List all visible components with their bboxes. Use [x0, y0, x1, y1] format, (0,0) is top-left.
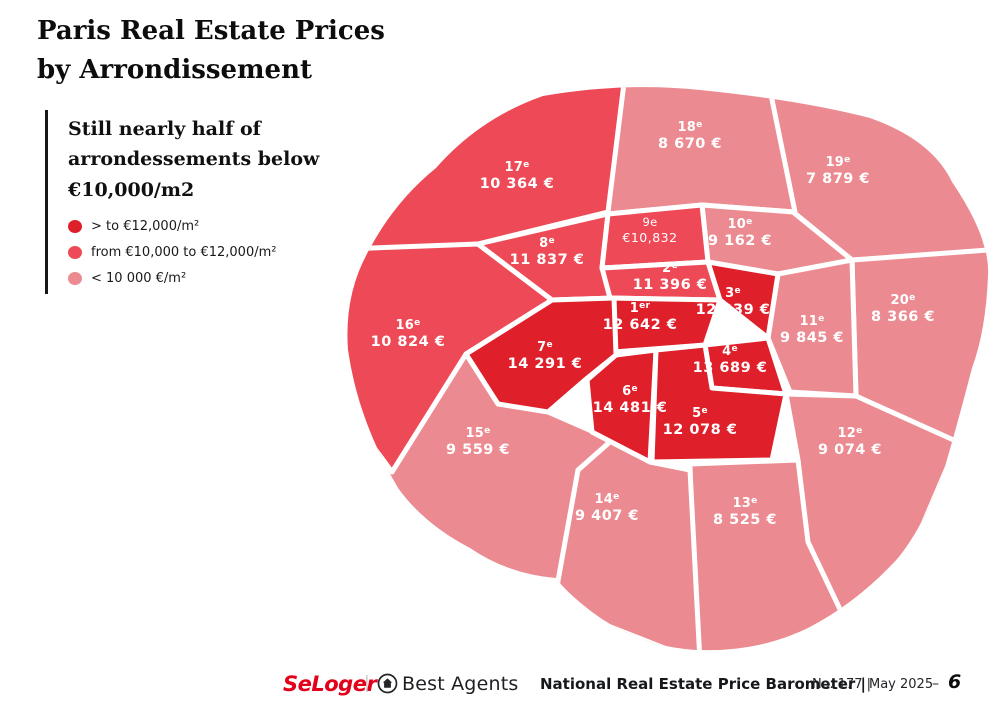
map-region-value-9: €10,832 [622, 230, 677, 245]
page-dash: – [932, 676, 939, 692]
legend-panel: Still nearly half of arrondessements bel… [45, 110, 368, 295]
map-region-name-11: 11e [799, 314, 824, 329]
barometer-label: National Real Estate Price Barometer | [540, 675, 867, 693]
map-region-name-14: 14e [594, 492, 619, 507]
map-region-name-1: 1er [630, 301, 651, 316]
legend-dot-high-icon [68, 220, 82, 234]
map-region-name-9: 9e [642, 215, 657, 229]
seloger-logo: SeLoger [283, 672, 377, 696]
map-region-5 [649, 342, 789, 465]
map-region-name-6: 6e [622, 384, 638, 399]
map-region-value-10: 9 162 € [708, 233, 772, 249]
map-region-value-3: 12 239 € [696, 302, 771, 318]
map-region-value-2: 11 396 € [633, 277, 708, 293]
map-region-value-15: 9 559 € [446, 442, 510, 458]
map-region-name-19: 19e [825, 155, 850, 170]
map-region-name-8: 8e [539, 236, 555, 251]
map-region-6 [584, 347, 659, 465]
map-region-value-1: 12 642 € [603, 317, 678, 333]
map-region-value-17: 10 364 € [480, 176, 555, 192]
map-region-value-8: 11 837 € [510, 252, 585, 268]
legend-item-high: > to €12,000/m² [68, 219, 368, 234]
map-region-name-20: 20e [890, 293, 915, 308]
legend-item-low: < 10 000 €/m² [68, 271, 368, 286]
map-region-value-14: 9 407 € [575, 508, 639, 524]
map-region-name-15: 15e [465, 426, 490, 441]
map-region-value-11: 9 845 € [780, 330, 844, 346]
map-region-value-5: 12 078 € [663, 422, 738, 438]
map-region-name-13: 13e [732, 496, 757, 511]
map-region-name-12: 12e [837, 426, 862, 441]
best-agents-house-icon [377, 673, 398, 698]
map-region-name-18: 18e [677, 120, 702, 135]
footer: SeLoger | Best Agents National Real Esta… [0, 664, 1000, 706]
map-region-name-7: 7e [537, 340, 553, 355]
map-region-name-16: 16e [395, 318, 420, 333]
legend-label-mid: from €10,000 to €12,000/m² [91, 245, 277, 261]
issue-date: May 2025 [869, 677, 934, 692]
legend-heading: Still nearly half of arrondessements bel… [68, 118, 320, 201]
map-region-value-6: 14 481 € [593, 400, 668, 416]
legend-items: > to €12,000/m² from €10,000 to €12,000/… [68, 219, 368, 286]
map-region-name-10: 10e [727, 217, 752, 232]
issue-number: No. 177 | [812, 677, 872, 692]
map-region-name-17: 17e [504, 160, 529, 175]
map-region-value-18: 8 670 € [658, 136, 722, 152]
page-number: 6 [948, 671, 962, 693]
map-region-name-2: 2e [662, 261, 678, 276]
best-agents-label: Best Agents [402, 673, 519, 695]
legend-dot-low-icon [68, 272, 82, 286]
map-region-value-16: 10 824 € [371, 334, 446, 350]
page-title: Paris Real Estate Prices by Arrondisseme… [37, 16, 385, 85]
legend-item-mid: from €10,000 to €12,000/m² [68, 245, 368, 260]
map-region-value-20: 8 366 € [871, 309, 935, 325]
map-region-value-19: 7 879 € [806, 171, 870, 187]
map-region-value-13: 8 525 € [713, 512, 777, 528]
footer-separator: | [364, 673, 370, 693]
legend-dot-mid-icon [68, 246, 82, 260]
legend-label-low: < 10 000 €/m² [91, 271, 187, 287]
map-region-value-4: 13 689 € [693, 360, 768, 376]
legend-label-high: > to €12,000/m² [91, 219, 200, 235]
map-region-name-5: 5e [692, 406, 708, 421]
map-region-value-12: 9 074 € [818, 442, 882, 458]
map-region-name-3: 3e [725, 286, 741, 301]
map-region-name-4: 4e [722, 344, 738, 359]
map-region-value-7: 14 291 € [508, 356, 583, 372]
